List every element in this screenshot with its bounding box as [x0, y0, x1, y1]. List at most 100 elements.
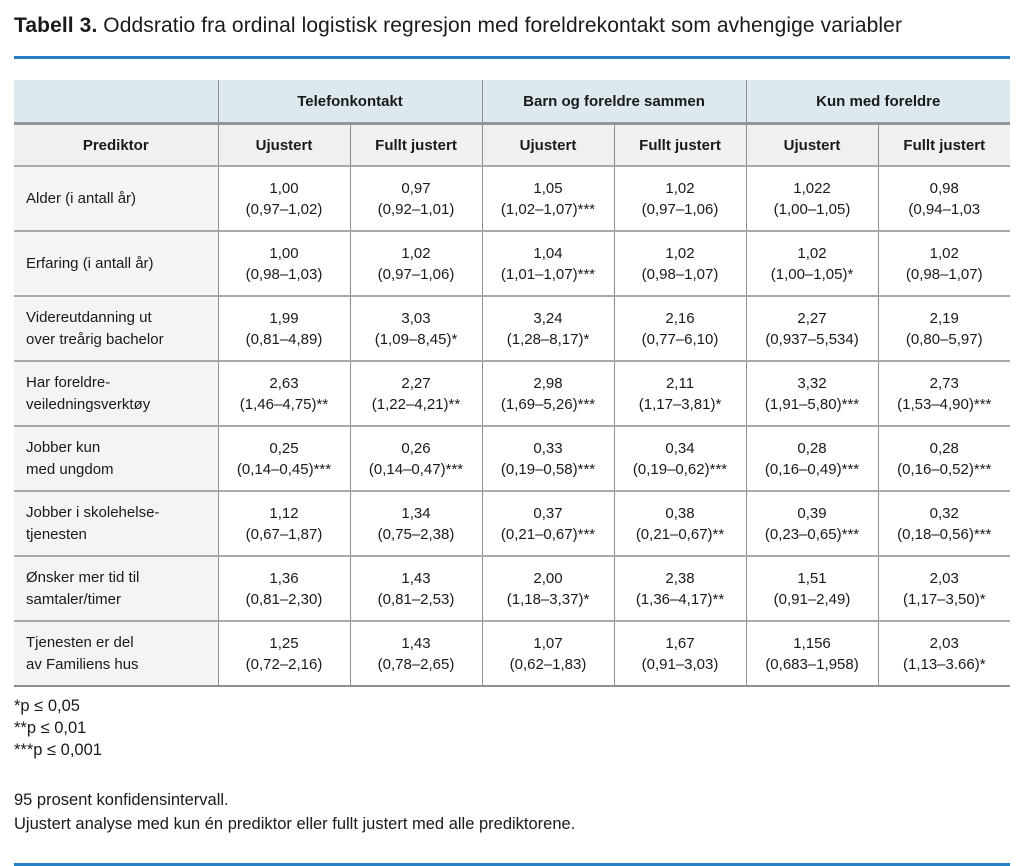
odds-ratio-value: 2,63 [269, 374, 299, 392]
column-header-fullt-justert-3: Fullt justert [877, 123, 1011, 168]
odds-ratio-value: 1,36 [269, 569, 299, 587]
odds-ratio-value: 2,27 [797, 309, 827, 327]
note-confidence-interval: 95 prosent konfidensintervall. [14, 791, 229, 810]
footnote-p01: **p ≤ 0,01 [14, 719, 87, 738]
confidence-interval: (0,94–1,03 [908, 200, 981, 218]
column-header-ujustert-1: Ujustert [217, 123, 350, 168]
odds-ratio-cell: 0,28 (0,16–0,49)*** [745, 426, 879, 493]
predictor-line: med ungdom [26, 460, 114, 478]
confidence-interval: (1,18–3,37)* [506, 590, 590, 608]
odds-ratio-cell: 1,99 (0,81–4,89) [217, 296, 350, 363]
table-notes: 95 prosent konfidensintervall. Ujustert … [14, 789, 1010, 837]
odds-ratio-value: 0,38 [665, 504, 695, 522]
odds-ratio-cell: 2,11 (1,17–3,81)* [613, 361, 747, 428]
odds-ratio-cell: 2,00 (1,18–3,37)* [481, 556, 615, 623]
confidence-interval: (0,81–2,53) [377, 590, 455, 608]
odds-ratio-cell: 2,73 (1,53–4,90)*** [877, 361, 1011, 428]
column-header-ujustert-2: Ujustert [481, 123, 615, 168]
predictor-line: samtaler/timer [26, 590, 122, 608]
odds-ratio-value: 2,11 [665, 374, 695, 392]
odds-ratio-value: 1,43 [401, 569, 431, 587]
odds-ratio-cell: 2,19 (0,80–5,97) [877, 296, 1011, 363]
odds-ratio-value: 2,19 [929, 309, 959, 327]
odds-ratio-cell: 1,34 (0,75–2,38) [349, 491, 483, 558]
confidence-interval: (1,69–5,26)*** [500, 395, 596, 413]
odds-ratio-cell: 2,27 (0,937–5,534) [745, 296, 879, 363]
odds-ratio-cell: 1,022 (1,00–1,05) [745, 166, 879, 233]
odds-ratio-value: 2,03 [929, 569, 959, 587]
predictor-line: veiledningsverktøy [26, 395, 151, 413]
odds-ratio-cell: 0,26 (0,14–0,47)*** [349, 426, 483, 493]
table-row: Jobber i skolehelse-tjenesten 1,12 (0,67–1… [14, 491, 1011, 558]
confidence-interval: (0,91–3,03) [641, 655, 719, 673]
odds-ratio-value: 1,34 [401, 504, 431, 522]
odds-ratio-cell: 0,25 (0,14–0,45)*** [217, 426, 350, 493]
odds-ratio-value: 1,25 [269, 634, 299, 652]
odds-ratio-table: Telefonkontakt Barn og foreldre sammen K… [14, 80, 1011, 688]
odds-ratio-cell: 1,51 (0,91–2,49) [745, 556, 879, 623]
predictor-line: Jobber kun [26, 439, 101, 457]
note-analysis-method: Ujustert analyse med kun én prediktor el… [14, 815, 576, 834]
confidence-interval: (0,72–2,16) [245, 655, 323, 673]
odds-ratio-cell: 1,05 (1,02–1,07)*** [481, 166, 615, 233]
blank-header-cell [14, 80, 218, 125]
confidence-interval: (1,02–1,07)*** [500, 200, 596, 218]
odds-ratio-value: 2,73 [929, 374, 959, 392]
column-header-fullt-justert-2: Fullt justert [613, 123, 747, 168]
confidence-interval: (0,98–1,07) [641, 265, 719, 283]
odds-ratio-value: 2,38 [665, 569, 695, 587]
predictor-cell: Videreutdanning ut over treårig bachelor [14, 296, 218, 363]
predictor-line: Jobber i skolehelse- [26, 504, 160, 522]
table-row: Videreutdanning ut over treårig bachelor 1… [14, 296, 1011, 363]
odds-ratio-value: 1,00 [269, 179, 299, 197]
odds-ratio-cell: 2,98 (1,69–5,26)*** [481, 361, 615, 428]
confidence-interval: (0,14–0,47)*** [368, 460, 464, 478]
odds-ratio-cell: 1,02 (0,97–1,06) [349, 231, 483, 298]
odds-ratio-value: 1,43 [401, 634, 431, 652]
predictor-line: Videreutdanning ut [26, 309, 152, 327]
predictor-cell: Har foreldre-veiledningsverktøy [14, 361, 218, 428]
table-row: Ønsker mer tid til samtaler/timer 1,36 (0,8… [14, 556, 1011, 623]
confidence-interval: (0,81–4,89) [245, 330, 323, 348]
confidence-interval: (1,28–8,17)* [506, 330, 590, 348]
top-divider [14, 56, 1010, 60]
odds-ratio-cell: 1,36 (0,81–2,30) [217, 556, 350, 623]
confidence-interval: (1,13–3.66)* [902, 655, 986, 673]
confidence-interval: (0,97–1,06) [641, 200, 719, 218]
odds-ratio-cell: 2,63 (1,46–4,75)** [217, 361, 350, 428]
confidence-interval: (1,17–3,81)* [638, 395, 722, 413]
odds-ratio-cell: 1,07 (0,62–1,83) [481, 621, 615, 688]
odds-ratio-value: 1,99 [269, 309, 299, 327]
predictor-line: Har foreldre- [26, 374, 111, 392]
confidence-interval: (0,91–2,49) [773, 590, 851, 608]
odds-ratio-value: 2,03 [929, 634, 959, 652]
odds-ratio-value: 0,98 [929, 179, 959, 197]
odds-ratio-value: 0,97 [401, 179, 431, 197]
predictor-cell: Jobber i skolehelse-tjenesten [14, 491, 218, 558]
confidence-interval: (0,75–2,38) [377, 525, 455, 543]
odds-ratio-value: 0,25 [269, 439, 299, 457]
confidence-interval: (0,81–2,30) [245, 590, 323, 608]
odds-ratio-cell: 0,28 (0,16–0,52)*** [877, 426, 1011, 493]
predictor-cell: Erfaring (i antall år) [14, 231, 218, 298]
confidence-interval: (0,92–1,01) [377, 200, 455, 218]
odds-ratio-cell: 0,33 (0,19–0,58)*** [481, 426, 615, 493]
confidence-interval: (0,98–1,03) [245, 265, 323, 283]
odds-ratio-value: 1,02 [665, 244, 695, 262]
confidence-interval: (0,97–1,06) [377, 265, 455, 283]
odds-ratio-cell: 1,25 (0,72–2,16) [217, 621, 350, 688]
odds-ratio-value: 1,51 [797, 569, 827, 587]
confidence-interval: (0,21–0,67)*** [500, 525, 596, 543]
odds-ratio-value: 0,28 [797, 439, 827, 457]
odds-ratio-cell: 0,38 (0,21–0,67)** [613, 491, 747, 558]
odds-ratio-value: 0,37 [533, 504, 563, 522]
odds-ratio-cell: 1,02 (0,98–1,07) [877, 231, 1011, 298]
confidence-interval: (0,18–0,56)*** [897, 525, 992, 543]
confidence-interval: (1,22–4,21)** [371, 395, 461, 413]
group-header-barn-og-foreldre-sammen: Barn og foreldre sammen [481, 80, 747, 125]
odds-ratio-cell: 1,43 (0,81–2,53) [349, 556, 483, 623]
odds-ratio-value: 2,16 [665, 309, 695, 327]
odds-ratio-cell: 1,02 (0,98–1,07) [613, 231, 747, 298]
odds-ratio-value: 1,67 [665, 634, 695, 652]
odds-ratio-value: 1,12 [269, 504, 299, 522]
